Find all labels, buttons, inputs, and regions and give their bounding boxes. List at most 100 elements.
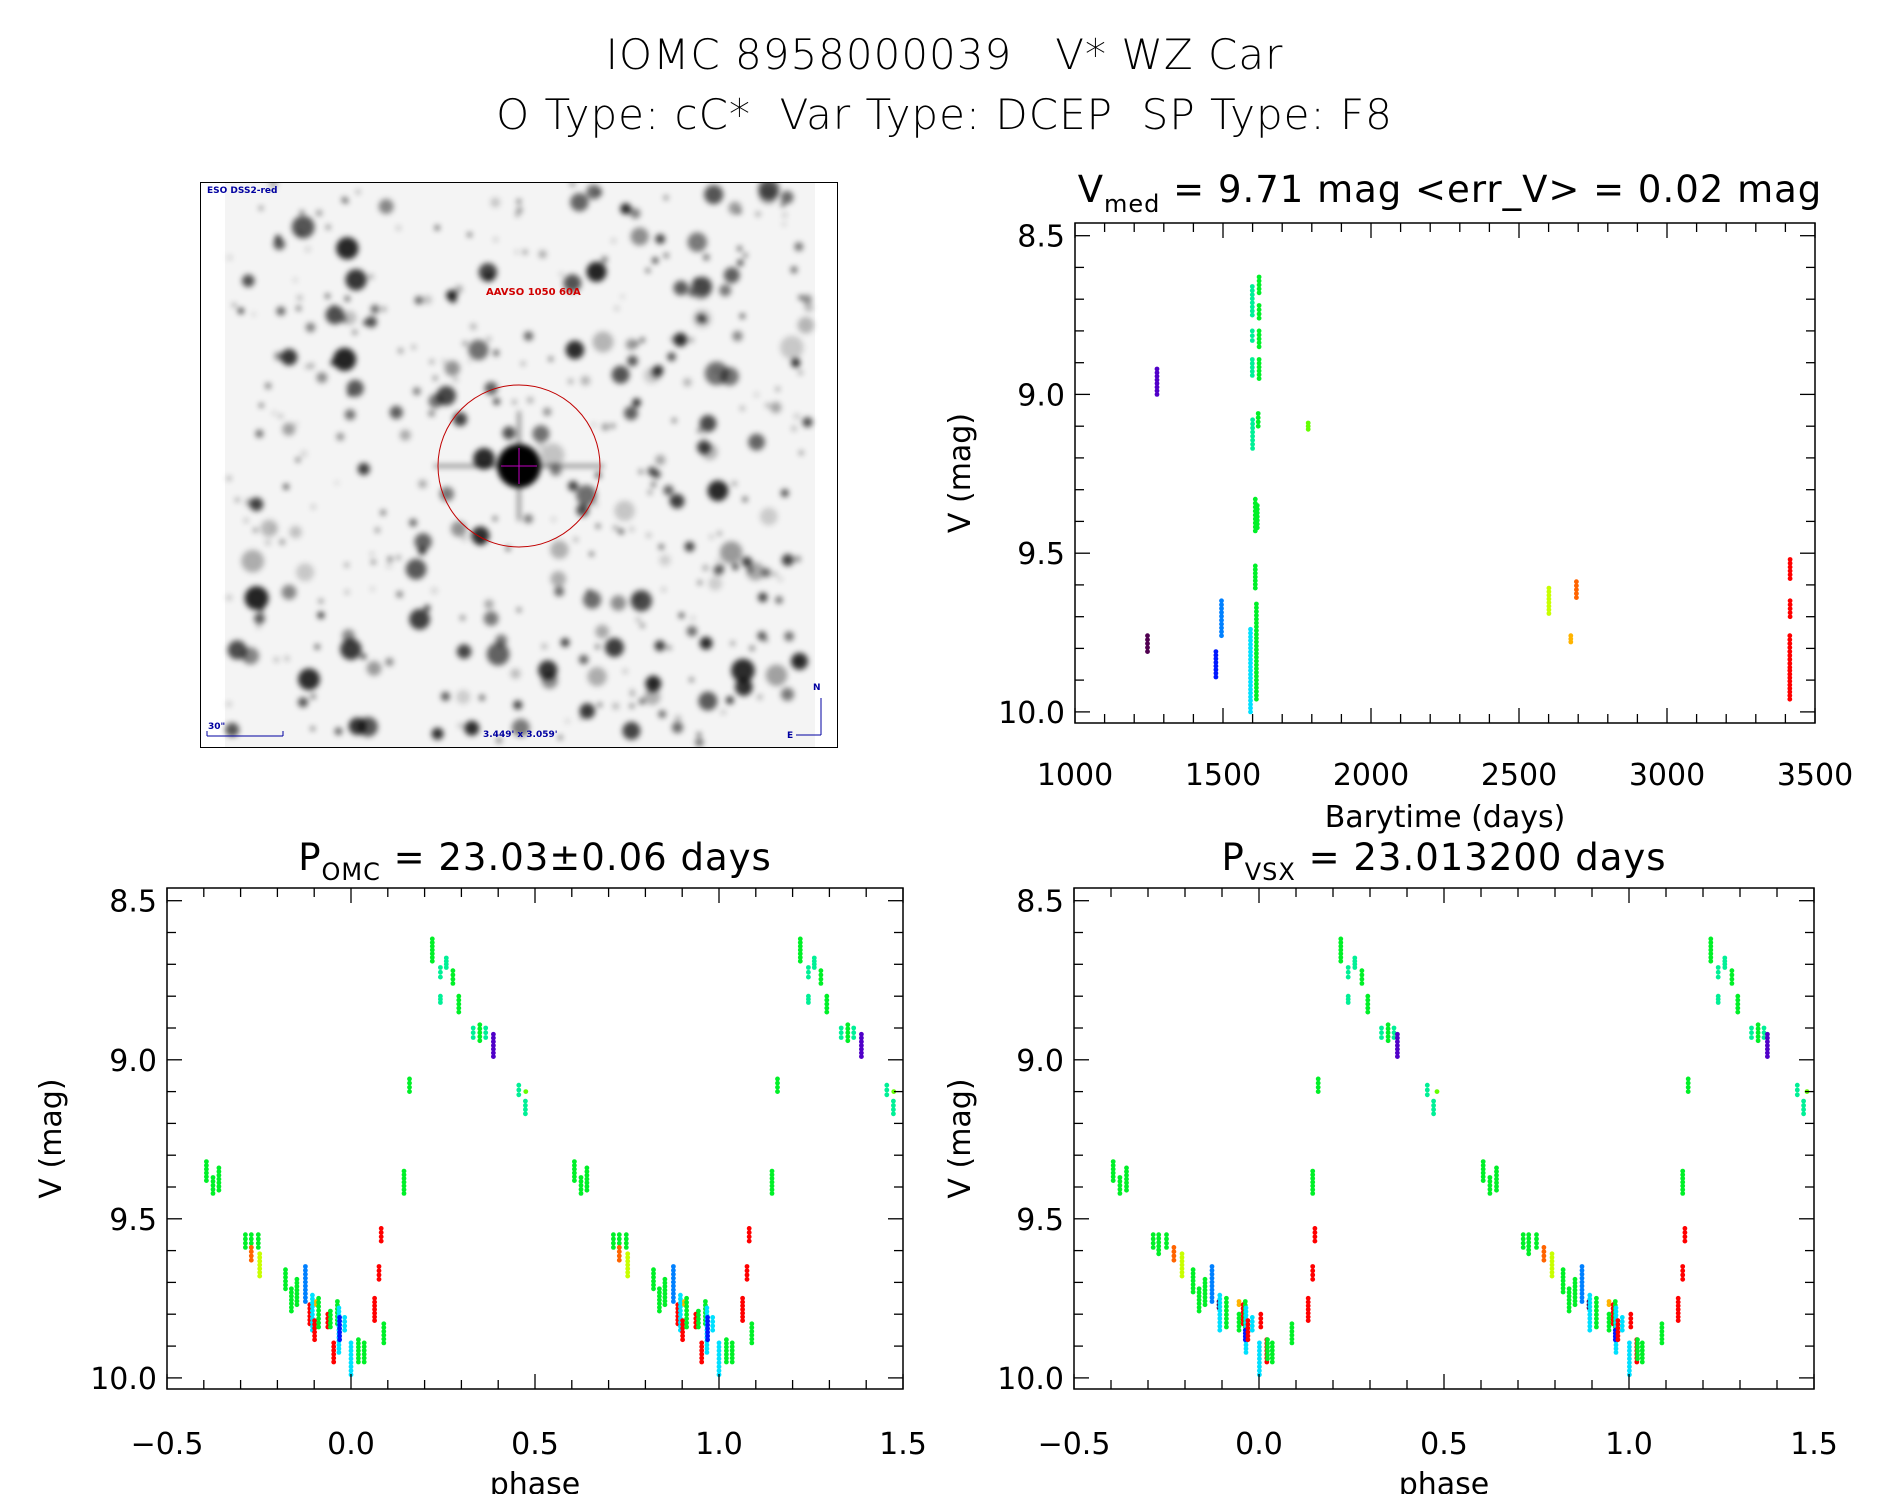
data-point bbox=[1627, 1352, 1632, 1358]
star bbox=[462, 536, 467, 541]
data-point bbox=[891, 1111, 896, 1117]
data-point bbox=[1546, 607, 1552, 613]
data-point bbox=[662, 1302, 668, 1308]
data-point bbox=[470, 1030, 476, 1036]
data-point bbox=[1145, 641, 1150, 646]
data-point bbox=[1255, 423, 1261, 429]
data-point bbox=[1579, 1283, 1585, 1289]
data-point bbox=[1256, 336, 1262, 342]
data-point bbox=[1154, 381, 1160, 386]
data-point bbox=[523, 1089, 529, 1094]
data-point bbox=[1156, 1236, 1162, 1241]
star bbox=[523, 331, 534, 341]
data-point bbox=[1312, 1230, 1318, 1235]
data-point bbox=[1787, 682, 1793, 688]
star bbox=[612, 702, 620, 710]
data-point bbox=[1579, 1291, 1585, 1297]
data-point bbox=[1680, 1264, 1686, 1269]
data-point bbox=[1685, 1076, 1691, 1082]
data-point bbox=[477, 1022, 483, 1028]
data-point bbox=[342, 1327, 348, 1333]
star bbox=[804, 303, 814, 312]
star bbox=[227, 476, 232, 481]
star bbox=[587, 667, 607, 687]
data-point bbox=[1680, 1272, 1686, 1278]
data-point bbox=[401, 1187, 407, 1193]
data-point bbox=[361, 1340, 367, 1346]
data-point bbox=[1487, 1175, 1493, 1180]
data-point bbox=[257, 1270, 263, 1275]
data-point bbox=[1258, 1311, 1264, 1317]
data-point bbox=[303, 1275, 308, 1281]
data-point bbox=[1305, 1318, 1311, 1323]
data-point bbox=[1546, 600, 1552, 605]
star bbox=[444, 360, 460, 376]
data-point bbox=[1787, 686, 1793, 691]
lightcurve-title: Vmed = 9.71 mag <err_V> = 0.02 mag bbox=[1077, 168, 1823, 218]
data-point bbox=[678, 1312, 683, 1317]
data-point bbox=[1613, 1312, 1619, 1318]
data-point bbox=[356, 1344, 361, 1350]
data-point bbox=[797, 955, 803, 960]
data-point bbox=[312, 1322, 317, 1327]
data-point bbox=[1365, 997, 1371, 1003]
data-point bbox=[678, 1304, 683, 1310]
star bbox=[244, 498, 254, 507]
data-point bbox=[1209, 1287, 1215, 1293]
data-point bbox=[1395, 1039, 1400, 1045]
data-point bbox=[348, 1344, 354, 1350]
star bbox=[630, 692, 635, 697]
star bbox=[780, 489, 789, 498]
data-point bbox=[1265, 1337, 1270, 1343]
data-point bbox=[1213, 649, 1219, 654]
star bbox=[689, 337, 694, 343]
star bbox=[496, 737, 502, 744]
data-point bbox=[1217, 1292, 1223, 1298]
data-point bbox=[1305, 426, 1311, 432]
star bbox=[375, 527, 380, 533]
y-axis-label: V (mag) bbox=[34, 1078, 69, 1198]
data-point bbox=[1254, 506, 1260, 512]
star bbox=[630, 208, 641, 219]
data-point bbox=[243, 1236, 248, 1242]
star bbox=[708, 576, 723, 591]
data-point bbox=[1431, 1107, 1436, 1112]
data-point bbox=[1255, 415, 1261, 421]
data-point bbox=[381, 1340, 387, 1346]
data-point bbox=[845, 1034, 851, 1040]
data-point bbox=[1255, 419, 1261, 425]
data-point bbox=[1526, 1247, 1532, 1253]
data-point bbox=[1145, 637, 1150, 643]
data-point bbox=[483, 1035, 489, 1040]
star bbox=[514, 250, 519, 254]
data-point bbox=[1248, 634, 1253, 640]
data-point bbox=[1164, 1236, 1169, 1242]
data-point bbox=[1566, 1293, 1572, 1299]
star bbox=[344, 296, 350, 302]
data-point bbox=[1587, 1300, 1593, 1306]
data-point bbox=[671, 1295, 676, 1300]
star bbox=[274, 351, 283, 361]
data-point bbox=[1269, 1344, 1275, 1350]
data-point bbox=[331, 1359, 337, 1365]
star bbox=[492, 350, 500, 357]
data-point bbox=[578, 1187, 584, 1192]
data-point bbox=[1628, 1311, 1634, 1317]
data-point bbox=[1572, 1276, 1578, 1282]
star bbox=[576, 503, 589, 517]
data-point bbox=[1480, 1178, 1486, 1183]
data-point bbox=[248, 1249, 254, 1255]
data-point bbox=[1385, 1030, 1391, 1036]
data-point bbox=[616, 1232, 622, 1238]
data-point bbox=[1594, 1295, 1599, 1301]
star bbox=[294, 422, 299, 426]
star bbox=[732, 563, 739, 571]
data-point bbox=[1379, 1030, 1384, 1036]
data-point bbox=[623, 1240, 629, 1246]
star bbox=[791, 358, 801, 368]
phase-omc-plot: −0.5 0.0 0.5 1.0 1.5 phase 8.5 9.0 9.5 10.0 V (mag… bbox=[34, 885, 927, 1494]
data-point bbox=[1117, 1175, 1123, 1180]
data-point bbox=[337, 1329, 342, 1335]
data-point bbox=[1269, 1355, 1275, 1361]
data-point bbox=[1765, 1035, 1770, 1041]
